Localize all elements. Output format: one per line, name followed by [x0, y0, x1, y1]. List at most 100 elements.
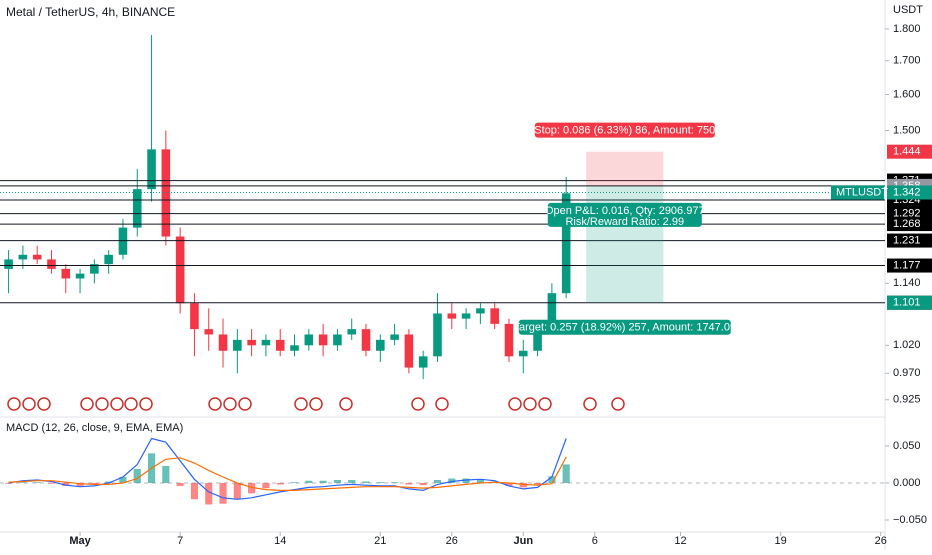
position-label: Target: 0.257 (18.92%) 257, Amount: 1747… [513, 322, 736, 334]
candle-body [404, 334, 414, 368]
event-icon[interactable] [294, 397, 308, 411]
price-label-bg [887, 217, 932, 232]
event-icon[interactable] [538, 397, 552, 411]
x-tick-label: 26 [446, 535, 458, 547]
candle-body [433, 313, 442, 357]
price-label: 1.292 [893, 208, 921, 220]
candle-body [318, 334, 328, 346]
candle-body [190, 303, 199, 330]
candle-body [104, 254, 113, 265]
event-icon[interactable] [523, 397, 537, 411]
event-icon[interactable] [508, 397, 522, 411]
histogram-bar [405, 482, 413, 485]
price-label-bg [887, 295, 932, 310]
histogram-bar [33, 482, 41, 483]
x-tick-label: 26 [875, 535, 887, 547]
y-tick-label: 0.050 [893, 440, 921, 452]
event-icon[interactable] [22, 397, 36, 411]
candle-body [75, 273, 85, 279]
histogram-bar [448, 478, 456, 483]
candle-body [247, 339, 256, 346]
histogram-bar [419, 482, 427, 486]
histogram-bar [62, 482, 70, 486]
event-icon[interactable] [238, 397, 252, 411]
event-icon[interactable] [80, 397, 94, 411]
histogram-bar [305, 480, 313, 483]
event-icon[interactable] [411, 397, 425, 411]
candle-body [147, 149, 156, 190]
position-label-bg [547, 202, 702, 227]
event-icon[interactable] [339, 397, 353, 411]
histogram-bar [19, 482, 27, 483]
price-label: 1.177 [893, 259, 921, 271]
candle-body [476, 308, 485, 314]
event-icon[interactable] [95, 397, 109, 411]
histogram-bar [505, 482, 513, 486]
event-icon[interactable] [208, 397, 222, 411]
candle-body [304, 334, 314, 346]
x-tick-label: 21 [374, 535, 386, 547]
event-icon[interactable] [583, 397, 597, 411]
histogram-bar [248, 482, 256, 494]
y-tick-label: 1.140 [893, 277, 921, 289]
candle-body [132, 189, 142, 228]
event-icon[interactable] [611, 397, 625, 411]
stop-zone [586, 151, 664, 186]
event-icon[interactable] [37, 397, 51, 411]
event-icon[interactable] [124, 397, 138, 411]
histogram-bar [348, 480, 356, 483]
histogram-bar [333, 480, 341, 483]
histogram-bar [462, 478, 470, 483]
histogram-bar [233, 482, 241, 500]
candle-body [376, 339, 385, 351]
y-tick-label: 1.500 [893, 124, 921, 136]
position-label: Open P&L: 0.016, Qty: 2906.977 [545, 205, 705, 217]
candle-body [504, 323, 514, 357]
event-icon[interactable] [435, 397, 449, 411]
x-tick-label: 7 [177, 535, 183, 547]
position-label-bg [518, 319, 731, 335]
y-tick-label: 1.700 [893, 55, 921, 67]
histogram-bar [5, 482, 13, 484]
candle-body [447, 313, 457, 319]
histogram-bar [176, 482, 184, 486]
price-label: 1.342 [893, 186, 921, 198]
macd-title[interactable]: MACD (12, 26, close, 9, EMA, EMA) [6, 422, 183, 434]
candle-body [418, 356, 428, 368]
candle-body [118, 227, 128, 255]
candle-body [32, 254, 42, 260]
histogram-bar [519, 482, 527, 488]
histogram-bar [391, 482, 399, 483]
candle-body [233, 339, 242, 351]
event-icon[interactable] [309, 397, 323, 411]
histogram-bar [362, 481, 370, 483]
candle-body [561, 193, 571, 294]
event-icon[interactable] [139, 397, 153, 411]
x-tick-label: 14 [274, 535, 286, 547]
candle-body [361, 329, 371, 351]
histogram-bar [47, 482, 56, 484]
candle-body [533, 329, 542, 351]
last-price-name-bg [831, 185, 884, 200]
price-label-bg [887, 185, 932, 200]
histogram-bar [548, 476, 556, 483]
candle-body [18, 254, 28, 260]
event-icon[interactable] [7, 397, 21, 411]
macd-line [8, 456, 567, 491]
price-label-bg [887, 144, 932, 159]
histogram-bar [476, 479, 484, 483]
histogram-bar [534, 482, 542, 486]
histogram-bar [376, 482, 384, 483]
candle-body [218, 334, 228, 351]
event-icons[interactable] [7, 397, 625, 411]
event-icon[interactable] [223, 397, 237, 411]
event-icon[interactable] [110, 397, 124, 411]
y-tick-label: 0.000 [893, 477, 921, 489]
symbol-header[interactable]: Metal / TetherUS, 4h, BINANCE [6, 5, 175, 19]
candle-body [47, 259, 56, 269]
last-price-name: MTLUSDT [836, 186, 888, 198]
position-label: Risk/Reward Ratio: 2.99 [565, 216, 684, 228]
histogram-bar [262, 482, 270, 489]
candle-body [290, 345, 299, 351]
